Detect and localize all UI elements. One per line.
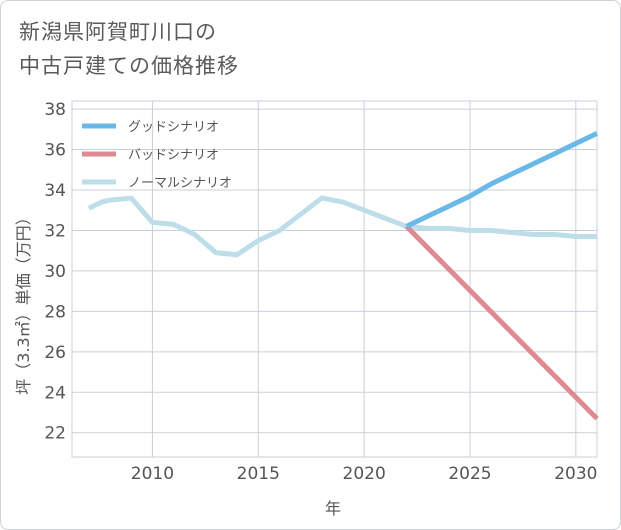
y-tick-label: 30 [44, 262, 66, 282]
x-tick-label: 2030 [554, 464, 597, 484]
y-tick-label: 26 [44, 343, 66, 363]
x-axis-title: 年 [325, 499, 341, 518]
y-axis-title: 坪（3.3㎡）単価（万円） [14, 209, 33, 394]
chart-title-line-1: 新潟県阿賀町川口の [19, 20, 217, 44]
series-lines [87, 131, 599, 421]
x-tick-label: 2020 [343, 464, 386, 484]
y-tick-label: 22 [44, 424, 66, 444]
y-tick-label: 24 [44, 383, 66, 403]
y-tick-label: 38 [44, 100, 66, 120]
x-tick-label: 2015 [237, 464, 280, 484]
legend-label: バッドシナリオ [128, 148, 219, 163]
grid [72, 101, 597, 457]
y-tick-label: 36 [44, 141, 66, 161]
x-tick-label: 2010 [131, 464, 174, 484]
plot-frame [71, 100, 598, 458]
y-tick-label: 32 [44, 221, 66, 241]
series-line-0 [405, 131, 599, 229]
y-tick-label: 28 [44, 302, 66, 322]
series-line-1 [404, 224, 599, 421]
legend-label: グッドシナリオ [128, 120, 219, 135]
axis-ticks: 22 24 26 28 30 32 34 36 38 2010 2015 2020 2025 2030 [44, 100, 597, 484]
legend-label: ノーマルシナリオ [128, 176, 232, 191]
series-line-2 [87, 195, 597, 258]
x-tick-label: 2025 [448, 464, 491, 484]
chart-title-line-2: 中古戸建ての価格推移 [19, 54, 239, 78]
y-tick-label: 34 [44, 181, 66, 201]
chart-title: 新潟県阿賀町川口の 中古戸建ての価格推移 [19, 15, 239, 83]
